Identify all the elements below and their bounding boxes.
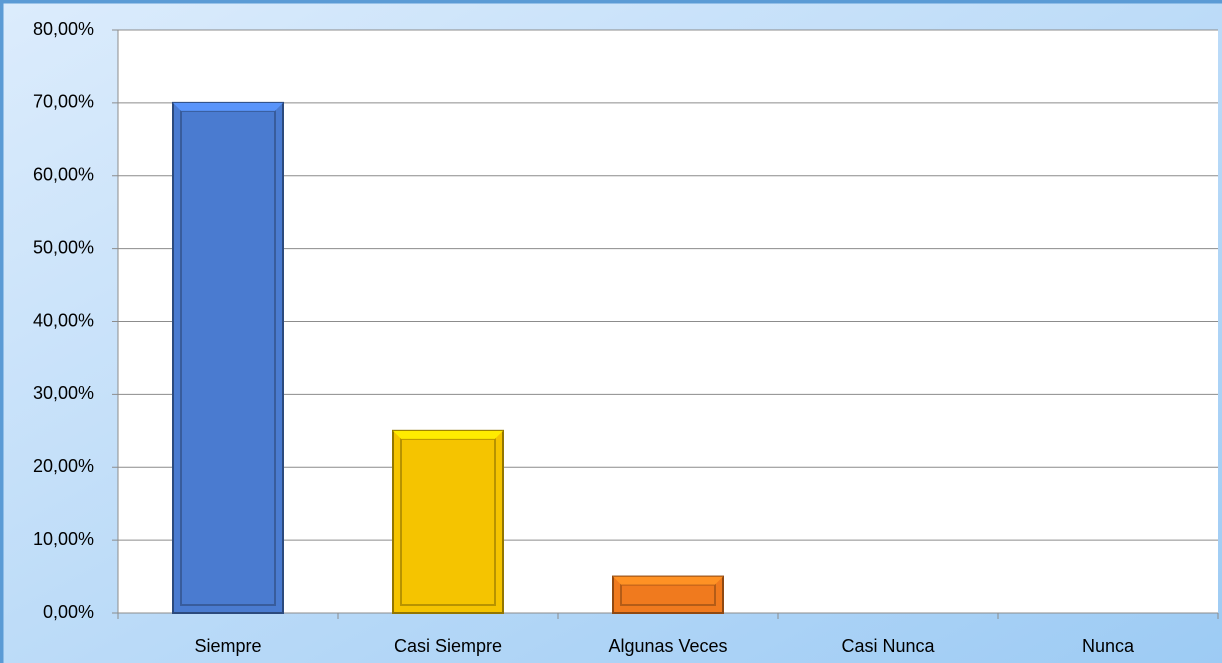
- y-tick-label: 80,00%: [33, 19, 94, 39]
- y-tick-label: 20,00%: [33, 456, 94, 476]
- x-tick-label: Siempre: [194, 636, 261, 656]
- bar-bevel: [620, 583, 716, 606]
- y-tick-label: 70,00%: [33, 92, 94, 112]
- y-tick-label: 10,00%: [33, 529, 94, 549]
- x-tick-label: Casi Nunca: [841, 636, 935, 656]
- x-tick-label: Algunas Veces: [608, 636, 727, 656]
- bar-bevel: [400, 437, 496, 606]
- y-tick-label: 50,00%: [33, 237, 94, 257]
- bar-bevel-edge: [393, 430, 503, 439]
- bar-bevel-edge: [173, 102, 283, 111]
- y-tick-label: 0,00%: [43, 602, 94, 622]
- y-tick-label: 40,00%: [33, 310, 94, 330]
- x-tick-label: Nunca: [1082, 636, 1135, 656]
- y-tick-label: 30,00%: [33, 383, 94, 403]
- y-tick-label: 60,00%: [33, 165, 94, 185]
- bar-bevel-edge: [613, 576, 723, 585]
- x-tick-label: Casi Siempre: [394, 636, 502, 656]
- bar-bevel: [180, 109, 276, 606]
